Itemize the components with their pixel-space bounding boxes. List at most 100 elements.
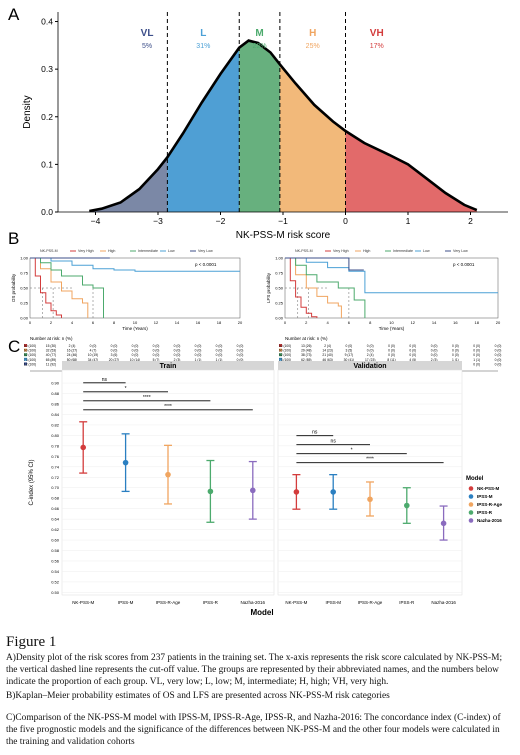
risk-table-title: Number at risk: n (%) [30,336,73,341]
x-tick-label: IPSS-M [325,600,341,605]
km-plot-frame [284,257,499,319]
c-y-axis-label: C-index (95% CI) [29,459,35,505]
risk-table-cell: 0 (0) [153,353,160,357]
panel-label-a: A [8,5,20,24]
risk-table-swatch [24,353,27,357]
c-y-tick-label: 0.60 [51,538,60,543]
risk-table-swatch [279,357,282,361]
risk-table-cell: 9 (17) [345,353,354,357]
km-x-tick-label: 14 [432,320,437,325]
km-x-tick-label: 18 [217,320,222,325]
risk-table-cell: 3 (5) [346,349,353,353]
risk-table-cell: 34 (47) [88,358,98,362]
risk-table-cell: 0 (0) [495,349,502,353]
density-area-l [167,47,240,213]
c-y-tick-label: 0.56 [51,558,60,563]
significance-label: ns [331,439,337,445]
risk-table-cell: 50 (100) [24,344,36,348]
km-legend-label: High [363,249,370,253]
significance-label: ns [102,377,108,383]
risk-table-cell: 17 (23) [365,358,375,362]
risk-table-cell: 0 (0) [237,349,244,353]
km-pvalue: p < 0.0001 [195,262,217,267]
c-y-tick-label: 0.54 [51,569,60,574]
group-label-m: M [255,28,263,39]
risk-table-cell: 0 (0) [452,344,459,348]
km-y-tick-label: 0.00 [275,316,284,321]
significance-label: ns [312,430,318,436]
risk-table-cell: 0 (0) [237,358,244,362]
risk-table-cell: 0 (0) [409,344,416,348]
c-legend-swatch [468,518,474,523]
km-curve-very-high [285,257,318,318]
risk-table-cell: 40 (77) [46,353,56,357]
risk-table-cell: 2 (4) [367,353,374,357]
km-y-tick-label: 1.00 [275,256,284,261]
c-y-tick-label: 0.84 [51,412,60,417]
km-curve-intermediate [30,257,104,318]
risk-table-cell: 11 (92) [46,362,56,366]
km-legend-title: NK-PSS-M [40,249,58,253]
km-y-tick-label: 0.25 [275,301,284,306]
c-y-tick-label: 0.82 [51,422,60,427]
y-tick-label: 0.0 [41,207,53,217]
c-index-point-nazha-2016 [440,520,447,527]
risk-table-swatch [279,344,282,347]
x-tick-label: Nazha-2016 [431,600,456,605]
x-tick-label: IPSS-R-Age [156,600,181,605]
c-y-tick-label: 0.50 [51,590,60,595]
risk-table-swatch [279,353,282,357]
c-y-tick-label: 0.86 [51,402,60,407]
density-curve [89,39,478,213]
risk-table-cell: 10 (19) [88,353,98,357]
risk-table-cell: 2 (4) [69,344,76,348]
risk-table-cell: 0 (0) [111,344,118,348]
km-x-tick-label: 4 [71,320,74,325]
risk-table-cell: 50 (100) [279,344,291,348]
density-area-h [279,64,346,213]
risk-table-cell: 0 (0) [132,353,139,357]
km-x-tick-label: 20 [238,320,243,325]
c-index-point-ipss-r-age [367,496,373,503]
c-y-tick-label: 0.52 [51,579,60,584]
c-y-tick-label: 0.70 [51,485,60,490]
km-x-tick-label: 2 [305,320,308,325]
c-index-point-nk-pss-m [293,489,300,495]
risk-table-swatch [24,357,27,361]
x-tick-label: 2 [468,216,473,226]
risk-table-cell: 21 (40) [322,353,332,357]
risk-table-cell: 0 (0) [153,349,160,353]
figure-label: Figure 1 [6,634,57,650]
risk-table-cell: 0 (0) [495,358,502,362]
risk-table-cell: 0 (0) [431,353,438,357]
c-legend-label: Nazha-2016 [477,518,502,523]
km-curve-very-high [30,257,62,318]
km-x-tick-label: 6 [348,320,351,325]
group-pct-vl: 5% [142,43,152,50]
x-tick-label: NK-PSS-M [285,600,307,605]
risk-table-cell: 0 (0) [388,349,395,353]
risk-table-cell: 4 (7) [90,349,97,353]
c-legend-swatch [468,502,474,507]
risk-table-cell: 60 (100) [279,349,291,353]
facet-strip [278,361,462,370]
facet-strip [62,361,274,370]
risk-table-cell: 46 (63) [322,358,332,362]
km-x-tick-label: 0 [284,320,287,325]
c-y-tick-label: 0.66 [51,506,60,511]
risk-table-cell: 0 (0) [367,344,374,348]
km-y-tick-label: 0.75 [275,271,284,276]
km-legend-label: Very High [333,249,349,253]
risk-table-cell: 0 (0) [111,349,118,353]
c-index-point-ipss-r-age [165,471,171,478]
y-tick-label: 0.2 [41,112,53,122]
risk-table-cell: 0 (0) [452,349,459,353]
risk-table-cell: 0 (0) [495,353,502,357]
km-x-tick-label: 6 [92,320,95,325]
km-curve-low [30,257,240,272]
facet-title: Validation [353,363,386,370]
figure-canvas: A B C −4 −3 −2 −1 0 1 20.00.10.20.30.4NK-PSS-M… [8,5,508,617]
km-x-tick-label: 10 [389,320,394,325]
c-y-tick-label: 0.88 [51,391,60,396]
km-x-axis-label: Time (Years) [122,326,148,331]
